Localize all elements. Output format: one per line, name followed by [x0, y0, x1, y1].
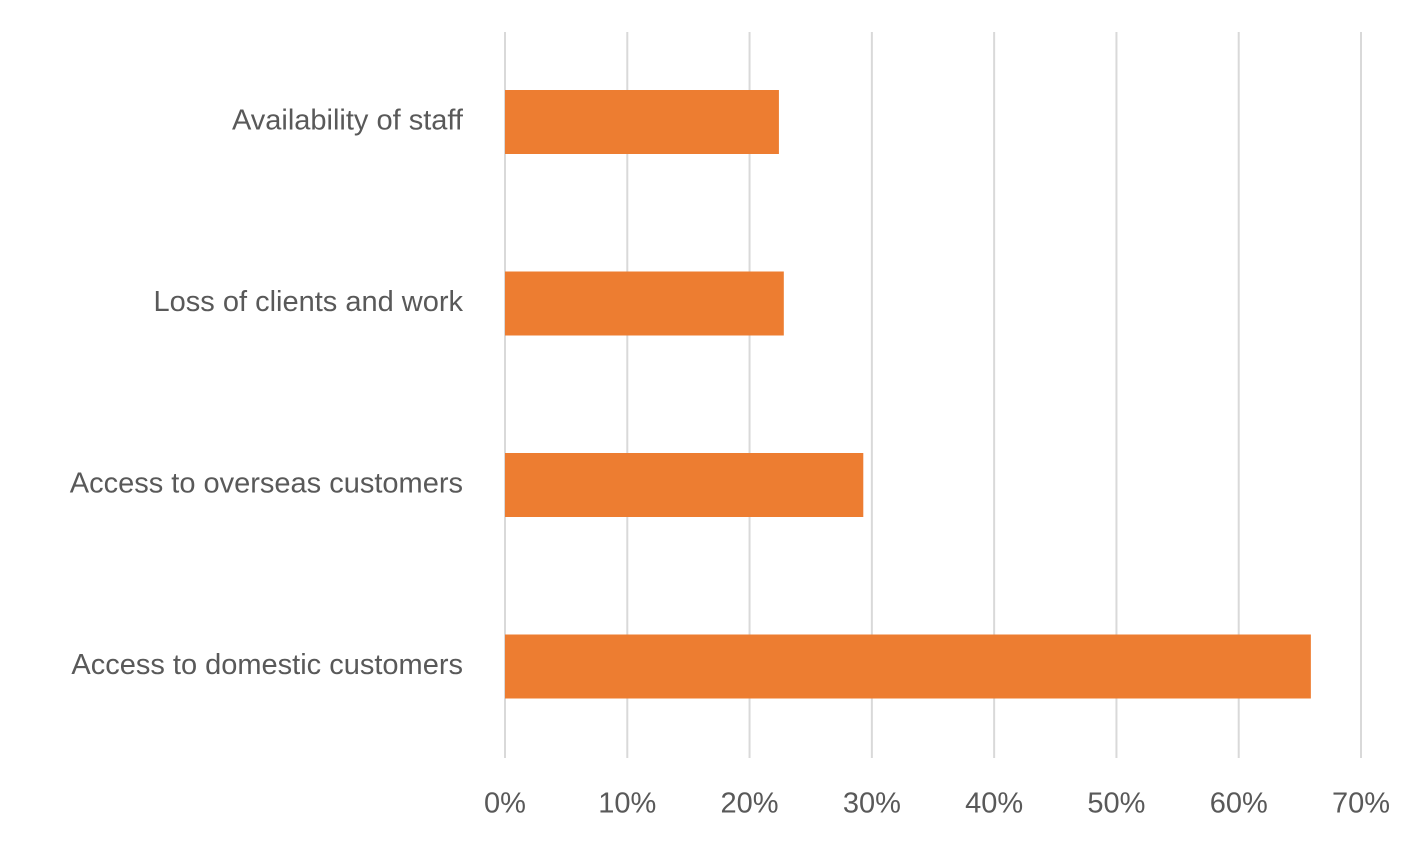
x-tick-label: 40%: [965, 788, 1023, 820]
bars: [505, 90, 1311, 699]
category-label: Access to overseas customers: [70, 468, 463, 500]
x-tick-label: 70%: [1332, 788, 1390, 820]
bar: [505, 271, 784, 336]
x-axis-tick-labels: 0% 10% 20% 30% 40% 50% 60% 70%: [484, 788, 1390, 820]
x-tick-label: 10%: [598, 788, 656, 820]
bar: [505, 453, 864, 517]
bar: [505, 634, 1311, 699]
category-labels: Availability of staff Loss of clients and…: [70, 105, 464, 682]
category-label: Loss of clients and work: [154, 286, 464, 318]
category-label: Availability of staff: [232, 105, 464, 137]
x-tick-label: 50%: [1087, 788, 1145, 820]
x-tick-label: 60%: [1210, 788, 1268, 820]
x-tick-label: 30%: [843, 788, 901, 820]
bar: [505, 90, 779, 154]
x-tick-label: 0%: [484, 788, 526, 820]
x-tick-label: 20%: [721, 788, 779, 820]
category-label: Access to domestic customers: [71, 649, 463, 681]
